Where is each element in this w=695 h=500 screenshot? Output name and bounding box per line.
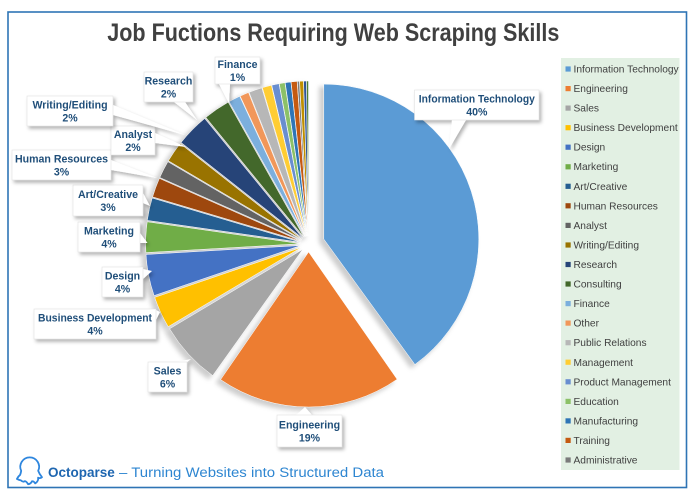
svg-text:4%: 4% xyxy=(101,239,117,251)
svg-text:Marketing: Marketing xyxy=(84,226,134,238)
svg-text:4%: 4% xyxy=(115,284,131,296)
svg-text:Art/Creative: Art/Creative xyxy=(574,182,628,193)
svg-text:Information Technology: Information Technology xyxy=(574,65,680,76)
svg-text:40%: 40% xyxy=(466,107,488,119)
svg-text:Analyst: Analyst xyxy=(114,129,153,141)
svg-text:1%: 1% xyxy=(230,72,246,84)
svg-text:Sales: Sales xyxy=(574,104,599,115)
svg-text:Public Relations: Public Relations xyxy=(574,338,647,349)
svg-text:2%: 2% xyxy=(125,142,141,154)
svg-text:Other: Other xyxy=(574,319,600,330)
svg-text:Engineering: Engineering xyxy=(279,420,340,432)
svg-text:Product Management: Product Management xyxy=(574,377,672,388)
svg-text:Art/Creative: Art/Creative xyxy=(78,189,138,201)
svg-text:19%: 19% xyxy=(299,433,321,445)
svg-text:Writing/Editing: Writing/Editing xyxy=(574,241,640,252)
svg-text:Administrative: Administrative xyxy=(574,456,638,467)
svg-text:6%: 6% xyxy=(160,379,176,391)
svg-text:Business Development: Business Development xyxy=(574,123,678,134)
svg-text:Writing/Editing: Writing/Editing xyxy=(32,100,107,112)
svg-text:3%: 3% xyxy=(100,202,116,214)
svg-text:Research: Research xyxy=(574,260,618,271)
svg-text:Business Development: Business Development xyxy=(38,313,152,325)
svg-text:2%: 2% xyxy=(62,113,78,125)
svg-text:Octoparse: Octoparse xyxy=(48,465,115,480)
svg-text:3%: 3% xyxy=(54,167,70,179)
svg-text:Consulting: Consulting xyxy=(574,280,622,291)
svg-text:Finance: Finance xyxy=(217,59,257,71)
svg-text:Training: Training xyxy=(574,436,611,447)
svg-text:Design: Design xyxy=(574,143,606,154)
svg-text:Analyst: Analyst xyxy=(574,221,608,232)
svg-text:Engineering: Engineering xyxy=(574,84,629,95)
svg-text:Human Resources: Human Resources xyxy=(574,201,658,212)
svg-text:Design: Design xyxy=(105,271,140,283)
svg-text:Information Technology: Information Technology xyxy=(419,94,535,106)
svg-text:Marketing: Marketing xyxy=(574,162,619,173)
svg-text:Management: Management xyxy=(574,358,634,369)
svg-text:Manufacturing: Manufacturing xyxy=(574,416,639,427)
svg-text:4%: 4% xyxy=(87,326,103,338)
svg-text:Sales: Sales xyxy=(154,366,182,378)
svg-text:Job Fuctions Requiring Web Scr: Job Fuctions Requiring Web Scraping Skil… xyxy=(107,19,559,47)
svg-text:– Turning Websites into Struct: – Turning Websites into Structured Data xyxy=(119,465,385,480)
svg-text:Finance: Finance xyxy=(574,299,611,310)
svg-text:Human Resources: Human Resources xyxy=(15,154,108,166)
svg-text:Research: Research xyxy=(145,76,193,88)
svg-text:Education: Education xyxy=(574,397,619,408)
svg-text:2%: 2% xyxy=(161,89,177,101)
